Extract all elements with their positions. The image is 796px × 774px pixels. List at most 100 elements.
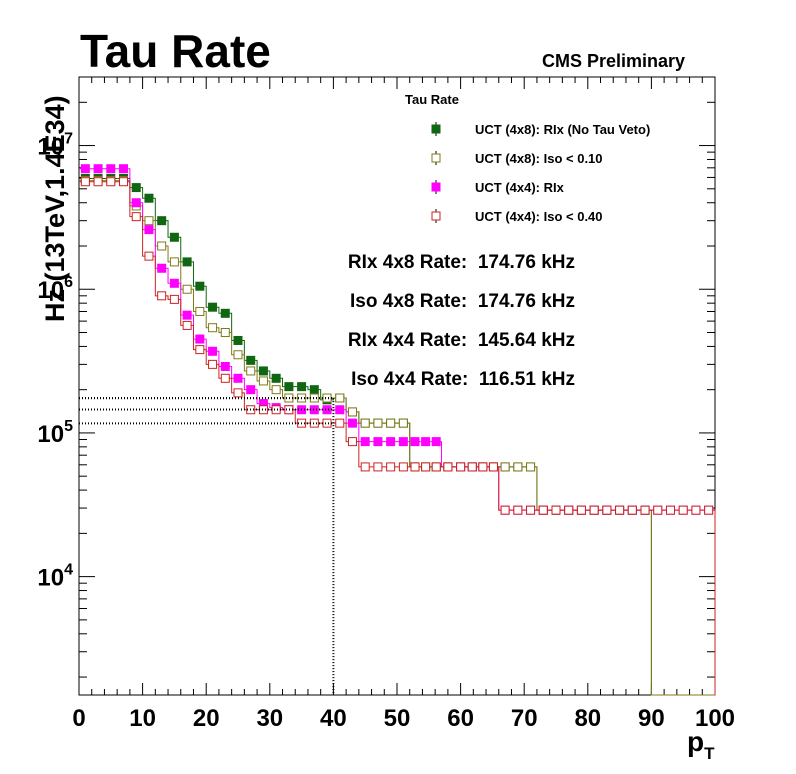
data-point xyxy=(297,382,307,392)
data-point xyxy=(386,437,396,447)
x-axis-label-sub: T xyxy=(704,744,715,763)
series-line xyxy=(79,168,716,695)
data-point xyxy=(653,505,663,515)
legend-title: Tau Rate xyxy=(405,92,459,107)
rate-rlx-4x4: RIx 4x4 Rate: 145.64 kHz xyxy=(347,330,575,351)
data-point xyxy=(398,462,408,472)
data-point xyxy=(208,323,218,333)
data-point xyxy=(526,505,536,515)
rate-iso-4x8: Iso 4x8 Rate: 174.76 kHz xyxy=(350,291,575,312)
y-tick-label: 106 xyxy=(37,274,73,304)
data-point xyxy=(258,376,268,386)
data-point xyxy=(93,164,103,174)
legend-entry-4x4-iso: UCT (4x4): Iso < 0.40 xyxy=(475,209,603,224)
data-point xyxy=(360,462,370,472)
data-point xyxy=(144,216,154,226)
data-point xyxy=(157,216,167,226)
data-point xyxy=(271,373,281,383)
data-point xyxy=(169,294,179,304)
data-point xyxy=(564,505,574,515)
x-axis-label: pT xyxy=(687,726,715,764)
data-point xyxy=(431,462,441,472)
data-point xyxy=(258,405,268,415)
data-point xyxy=(456,462,466,472)
data-point xyxy=(106,177,116,187)
data-point xyxy=(589,505,599,515)
data-point xyxy=(360,437,370,447)
data-point xyxy=(335,405,345,415)
chart-title: Tau Rate xyxy=(80,25,271,77)
data-point xyxy=(182,284,192,294)
data-point xyxy=(271,405,281,415)
legend-marker xyxy=(431,153,441,163)
data-point xyxy=(220,373,230,383)
data-point xyxy=(478,462,488,472)
data-point xyxy=(398,437,408,447)
x-tick-label: 20 xyxy=(193,705,220,732)
data-point xyxy=(322,393,332,403)
data-point xyxy=(80,177,90,187)
data-point xyxy=(360,418,370,428)
data-point xyxy=(220,361,230,371)
data-point xyxy=(131,198,141,208)
data-point xyxy=(220,308,230,318)
legend-marker xyxy=(431,124,441,134)
data-point xyxy=(615,505,625,515)
data-point xyxy=(467,462,477,472)
data-point xyxy=(443,462,453,472)
data-point xyxy=(386,462,396,472)
data-point xyxy=(157,291,167,301)
rate-rlx-4x8: RIx 4x8 Rate: 174.76 kHz xyxy=(347,252,575,273)
y-tick-label: 104 xyxy=(37,562,73,592)
data-point xyxy=(513,505,523,515)
x-tick-label: 30 xyxy=(256,705,283,732)
y-axis-label: Hz (13TeV,1.4E34) xyxy=(40,95,70,322)
data-point xyxy=(500,462,510,472)
data-point xyxy=(488,462,498,472)
data-point xyxy=(513,462,523,472)
data-point xyxy=(258,366,268,376)
x-axis-label-main: p xyxy=(687,726,705,757)
data-point xyxy=(195,345,205,355)
data-point xyxy=(284,382,294,392)
data-point xyxy=(169,278,179,288)
data-point xyxy=(431,437,441,447)
data-point xyxy=(335,418,345,428)
data-point xyxy=(538,505,548,515)
data-point xyxy=(526,462,536,472)
data-point xyxy=(410,437,420,447)
data-point xyxy=(144,193,154,203)
data-point xyxy=(80,164,90,174)
data-point xyxy=(335,393,345,403)
data-point xyxy=(246,366,256,376)
data-point xyxy=(309,405,319,415)
data-point xyxy=(602,505,612,515)
data-point xyxy=(233,388,243,398)
legend-entry-4x8-rlx: UCT (4x8): RIx (No Tau Veto) xyxy=(475,122,651,137)
data-point xyxy=(195,306,205,316)
x-tick-label: 60 xyxy=(447,705,474,732)
data-point xyxy=(309,393,319,403)
data-point xyxy=(421,462,431,472)
data-point xyxy=(576,505,586,515)
data-point xyxy=(704,505,714,515)
x-tick-label: 10 xyxy=(129,705,156,732)
data-point xyxy=(410,462,420,472)
data-point xyxy=(119,164,129,174)
data-point xyxy=(421,437,431,447)
data-point xyxy=(208,302,218,312)
data-point xyxy=(119,177,129,187)
data-point xyxy=(627,505,637,515)
data-point xyxy=(691,505,701,515)
data-point xyxy=(182,320,192,330)
legend-marker xyxy=(431,182,441,192)
data-point xyxy=(500,505,510,515)
data-point xyxy=(398,418,408,428)
data-point xyxy=(233,350,243,360)
data-point xyxy=(309,418,319,428)
data-point xyxy=(271,385,281,395)
data-point xyxy=(640,505,650,515)
data-point xyxy=(246,385,256,395)
data-point xyxy=(157,263,167,273)
